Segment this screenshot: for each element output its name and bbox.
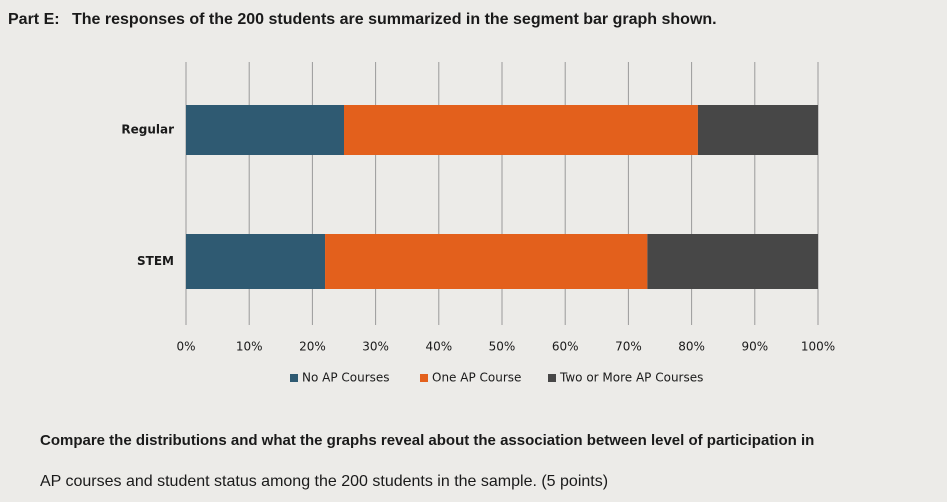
bar-segment xyxy=(186,234,326,289)
x-tick-label: 20% xyxy=(299,340,326,354)
part-text: The responses of the 200 students are su… xyxy=(72,11,717,28)
legend-swatch xyxy=(420,374,428,382)
legend-label: Two or More AP Courses xyxy=(559,371,703,385)
legend-label: One AP Course xyxy=(432,371,521,385)
x-tick-label: 70% xyxy=(615,340,642,354)
x-tick-label: 0% xyxy=(176,340,195,354)
y-tick-label: STEM xyxy=(137,254,174,268)
legend-label: No AP Courses xyxy=(302,371,390,385)
question-line: AP courses and student status among the … xyxy=(40,473,608,490)
x-tick-label: 50% xyxy=(489,340,516,354)
part-label: Part E: xyxy=(8,11,60,28)
bar-segment xyxy=(647,234,818,289)
x-tick-label: 10% xyxy=(236,340,263,354)
question-line: Compare the distributions and what the g… xyxy=(40,432,814,449)
x-tick-label: 40% xyxy=(425,340,452,354)
bar-segment xyxy=(325,234,648,289)
x-tick-label: 90% xyxy=(741,340,768,354)
y-tick-label: Regular xyxy=(121,123,174,137)
x-tick-label: 80% xyxy=(678,340,705,354)
x-tick-label: 100% xyxy=(801,340,835,354)
legend-swatch xyxy=(290,374,298,382)
x-tick-label: 60% xyxy=(552,340,579,354)
x-tick-label: 30% xyxy=(362,340,389,354)
bar-segment xyxy=(186,105,344,155)
bar-segment xyxy=(697,105,818,155)
bar-segment xyxy=(344,105,698,155)
legend-swatch xyxy=(548,374,556,382)
